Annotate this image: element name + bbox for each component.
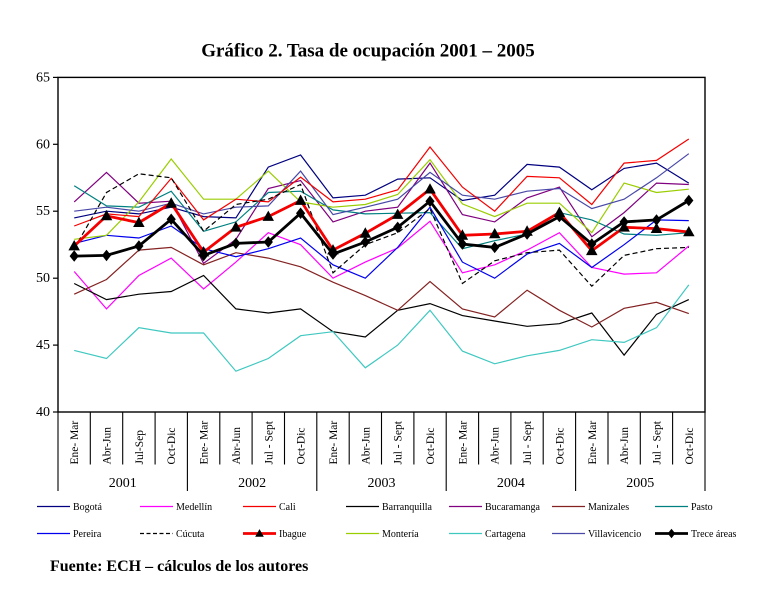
svg-text:Bucaramanga: Bucaramanga	[485, 502, 541, 513]
svg-text:Manizales: Manizales	[588, 502, 629, 513]
svg-text:50: 50	[36, 271, 50, 286]
svg-text:Bogotá: Bogotá	[73, 502, 102, 513]
svg-text:Oct-Dic: Oct-Dic	[166, 427, 178, 464]
svg-text:Abr-Jun: Abr-Jun	[619, 427, 631, 465]
svg-text:Jul - Sept: Jul - Sept	[393, 420, 405, 464]
svg-text:Ene- Mar: Ene- Mar	[457, 421, 469, 465]
svg-text:Medellín: Medellín	[176, 502, 212, 513]
svg-text:55: 55	[36, 204, 50, 219]
svg-text:Ene- Mar: Ene- Mar	[199, 421, 211, 465]
svg-text:Oct-Dic: Oct-Dic	[554, 427, 566, 464]
svg-text:40: 40	[36, 405, 50, 420]
svg-text:2001: 2001	[109, 476, 137, 491]
svg-text:Trece áreas: Trece áreas	[691, 529, 737, 540]
svg-text:65: 65	[36, 70, 50, 85]
svg-text:Abr-Jun: Abr-Jun	[231, 427, 243, 465]
svg-text:2003: 2003	[368, 476, 396, 491]
svg-text:Cúcuta: Cúcuta	[176, 529, 205, 540]
svg-text:Ene- Mar: Ene- Mar	[69, 421, 81, 465]
svg-text:Fuente: ECH – cálculos de los: Fuente: ECH – cálculos de los autores	[50, 558, 308, 575]
svg-text:Ene- Mar: Ene- Mar	[587, 421, 599, 465]
svg-text:Ene- Mar: Ene- Mar	[328, 421, 340, 465]
svg-text:Oct-Dic: Oct-Dic	[425, 427, 437, 464]
svg-text:Abr-Jun: Abr-Jun	[490, 427, 502, 465]
svg-text:2002: 2002	[238, 476, 266, 491]
svg-text:Jul - Sept: Jul - Sept	[263, 420, 275, 464]
svg-text:Oct-Dic: Oct-Dic	[296, 427, 308, 464]
svg-text:Montería: Montería	[382, 529, 419, 540]
svg-text:Cali: Cali	[279, 502, 296, 513]
svg-text:Abr-Jun: Abr-Jun	[360, 427, 372, 465]
svg-text:2005: 2005	[626, 476, 654, 491]
svg-text:45: 45	[36, 338, 50, 353]
svg-text:Jul - Sept: Jul - Sept	[652, 420, 664, 464]
svg-text:2004: 2004	[497, 476, 525, 491]
svg-text:Pasto: Pasto	[691, 502, 713, 513]
svg-text:Jul-Sep: Jul-Sep	[134, 430, 146, 465]
svg-text:Abr-Jun: Abr-Jun	[102, 427, 114, 465]
svg-text:Pereira: Pereira	[73, 529, 102, 540]
svg-text:Oct-Dic: Oct-Dic	[684, 427, 696, 464]
svg-text:Cartagena: Cartagena	[485, 529, 526, 540]
svg-text:Barranquilla: Barranquilla	[382, 502, 433, 513]
svg-text:Villavicencio: Villavicencio	[588, 529, 641, 540]
svg-text:60: 60	[36, 137, 50, 152]
svg-text:Jul - Sept: Jul - Sept	[522, 420, 534, 464]
svg-text:Gráfico 2. Tasa de ocupación 2: Gráfico 2. Tasa de ocupación 2001 – 2005	[201, 41, 535, 62]
svg-text:Ibague: Ibague	[279, 529, 307, 540]
